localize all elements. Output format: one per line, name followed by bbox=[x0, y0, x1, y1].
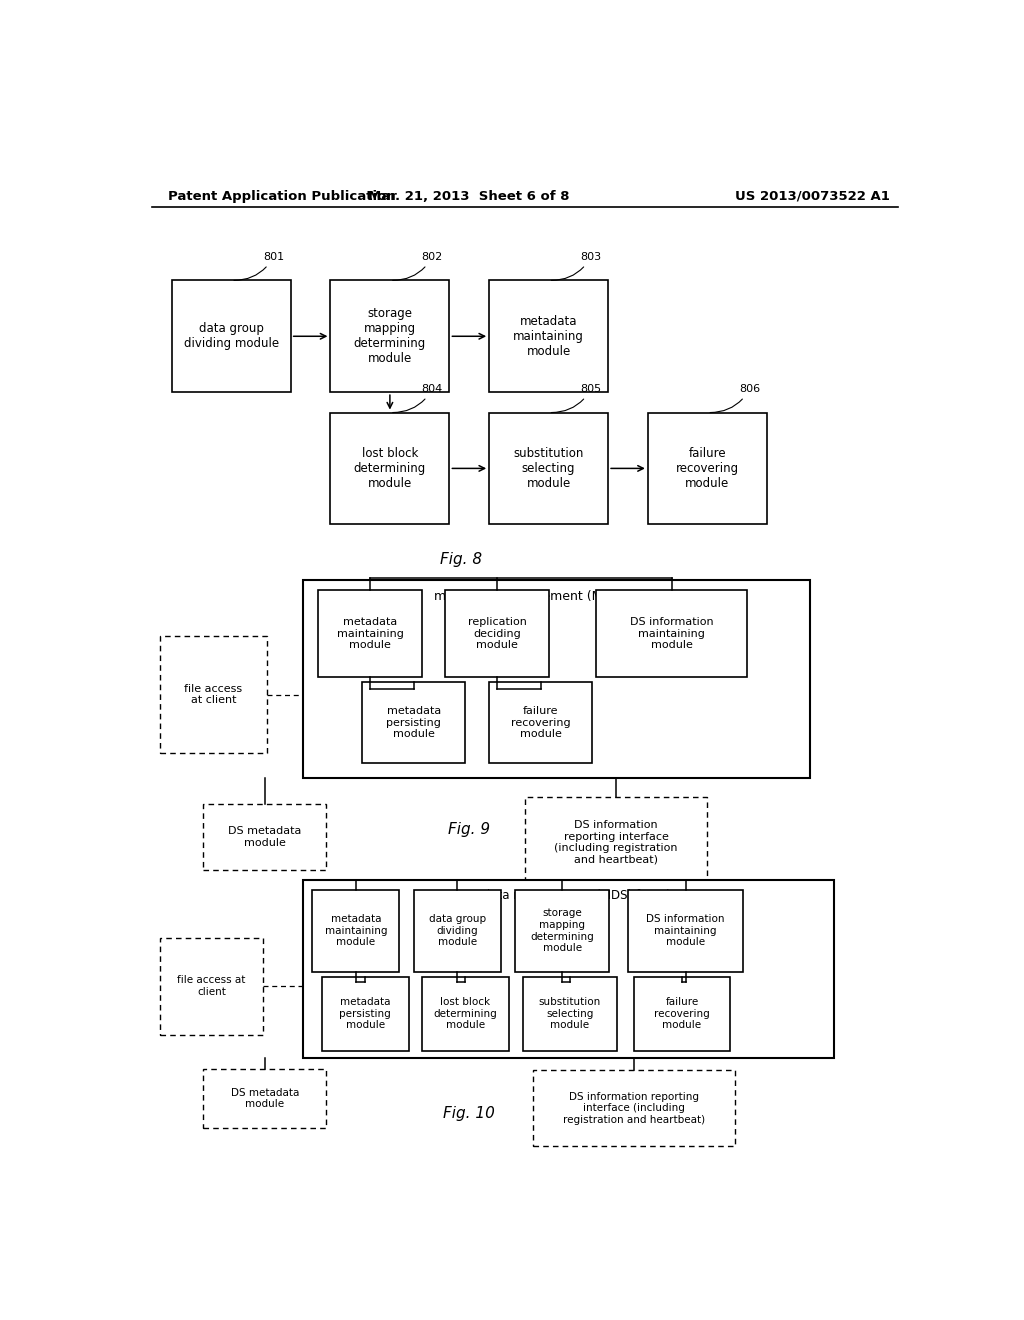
Text: failure
recovering
module: failure recovering module bbox=[676, 447, 739, 490]
Bar bbox=[523, 977, 616, 1051]
Text: DS information
maintaining
module: DS information maintaining module bbox=[646, 915, 725, 948]
Bar bbox=[362, 682, 465, 763]
Text: 802: 802 bbox=[392, 252, 443, 280]
Text: metadata
persisting
module: metadata persisting module bbox=[386, 706, 441, 739]
Text: lost block
determining
module: lost block determining module bbox=[353, 447, 426, 490]
Text: substitution
selecting
module: substitution selecting module bbox=[513, 447, 584, 490]
Text: DS information reporting
interface (including
registration and heartbeat): DS information reporting interface (incl… bbox=[563, 1092, 705, 1125]
Text: Fig. 9: Fig. 9 bbox=[449, 822, 490, 837]
Bar bbox=[489, 413, 608, 524]
Text: 801: 801 bbox=[233, 252, 284, 280]
Text: metadata management (MDS) function: metadata management (MDS) function bbox=[433, 590, 680, 603]
Bar bbox=[303, 581, 811, 779]
Text: metadata
persisting
module: metadata persisting module bbox=[339, 997, 391, 1031]
Bar bbox=[596, 590, 748, 677]
Text: DS information
reporting interface
(including registration
and heartbeat): DS information reporting interface (incl… bbox=[554, 820, 678, 865]
Text: 806: 806 bbox=[710, 384, 760, 413]
Bar bbox=[204, 1069, 327, 1129]
Bar bbox=[628, 890, 743, 972]
Bar bbox=[422, 977, 509, 1051]
Bar bbox=[312, 890, 399, 972]
Bar bbox=[532, 1071, 735, 1146]
Bar bbox=[322, 977, 409, 1051]
Text: metadata
maintaining
module: metadata maintaining module bbox=[513, 314, 584, 358]
Text: metadata
maintaining
module: metadata maintaining module bbox=[325, 915, 387, 948]
Text: Fig. 8: Fig. 8 bbox=[440, 552, 482, 568]
Text: DS metadata
module: DS metadata module bbox=[230, 1088, 299, 1109]
Text: lost block
determining
module: lost block determining module bbox=[433, 997, 498, 1031]
Text: Patent Application Publication: Patent Application Publication bbox=[168, 190, 395, 202]
Bar bbox=[318, 590, 422, 677]
Bar bbox=[331, 413, 450, 524]
Bar bbox=[489, 682, 592, 763]
Text: replication
deciding
module: replication deciding module bbox=[468, 616, 526, 651]
Bar bbox=[331, 280, 450, 392]
Text: metadata management (MDS) function: metadata management (MDS) function bbox=[453, 890, 684, 902]
Text: US 2013/0073522 A1: US 2013/0073522 A1 bbox=[735, 190, 890, 202]
Text: failure
recovering
module: failure recovering module bbox=[511, 706, 570, 739]
Text: Mar. 21, 2013  Sheet 6 of 8: Mar. 21, 2013 Sheet 6 of 8 bbox=[369, 190, 570, 202]
Text: 803: 803 bbox=[551, 252, 601, 280]
Text: file access at
client: file access at client bbox=[177, 975, 246, 997]
Bar bbox=[160, 939, 263, 1035]
Bar bbox=[204, 804, 327, 870]
Text: failure
recovering
module: failure recovering module bbox=[654, 997, 710, 1031]
Text: file access
at client: file access at client bbox=[184, 684, 243, 705]
Text: storage
mapping
determining
module: storage mapping determining module bbox=[530, 908, 594, 953]
Bar bbox=[489, 280, 608, 392]
Bar bbox=[445, 590, 549, 677]
Text: DS metadata
module: DS metadata module bbox=[228, 826, 302, 847]
Bar bbox=[172, 280, 291, 392]
Text: 805: 805 bbox=[551, 384, 601, 413]
Text: storage
mapping
determining
module: storage mapping determining module bbox=[353, 308, 426, 366]
Bar bbox=[634, 977, 729, 1051]
Bar bbox=[515, 890, 609, 972]
Text: DS information
maintaining
module: DS information maintaining module bbox=[630, 616, 714, 651]
Bar bbox=[303, 880, 835, 1057]
Text: data group
dividing module: data group dividing module bbox=[183, 322, 279, 350]
Text: metadata
maintaining
module: metadata maintaining module bbox=[337, 616, 403, 651]
Bar bbox=[524, 797, 708, 888]
Text: Fig. 10: Fig. 10 bbox=[443, 1106, 496, 1121]
Text: substitution
selecting
module: substitution selecting module bbox=[539, 997, 601, 1031]
Bar bbox=[160, 636, 267, 752]
Text: data group
dividing
module: data group dividing module bbox=[429, 915, 486, 948]
Text: 804: 804 bbox=[392, 384, 443, 413]
Bar bbox=[414, 890, 501, 972]
Bar bbox=[648, 413, 767, 524]
